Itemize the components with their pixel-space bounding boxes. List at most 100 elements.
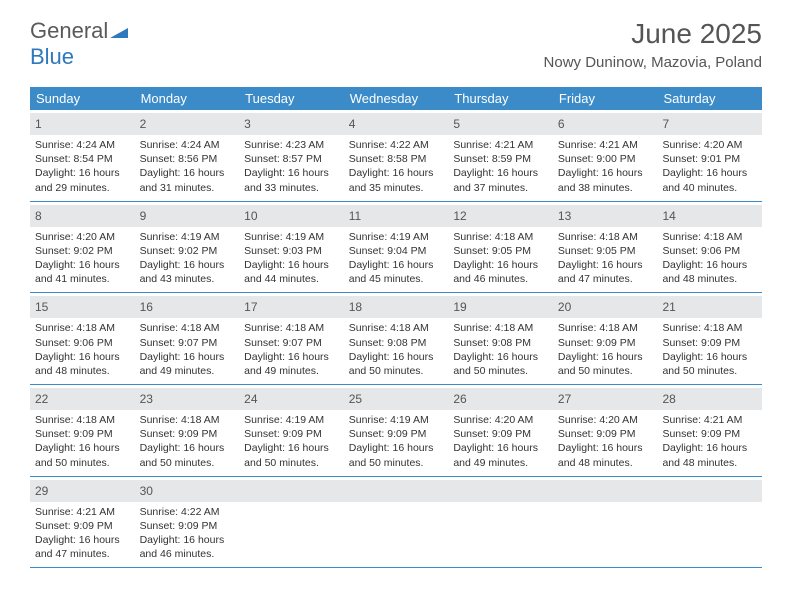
day-info-line: and 29 minutes. xyxy=(35,181,130,195)
day-cell: 24Sunrise: 4:19 AMSunset: 9:09 PMDayligh… xyxy=(239,385,344,476)
day-info-line: Sunrise: 4:18 AM xyxy=(558,230,653,244)
header: General Blue June 2025 Nowy Duninow, Maz… xyxy=(0,0,792,79)
day-number-row: 28 xyxy=(657,388,762,410)
day-info-line: Sunrise: 4:20 AM xyxy=(35,230,130,244)
day-number-row: 30 xyxy=(135,480,240,502)
day-info-line: Sunrise: 4:19 AM xyxy=(349,230,444,244)
day-number: 24 xyxy=(244,392,257,406)
day-cell: 9Sunrise: 4:19 AMSunset: 9:02 PMDaylight… xyxy=(135,202,240,293)
day-cell: 18Sunrise: 4:18 AMSunset: 9:08 PMDayligh… xyxy=(344,293,449,384)
day-info-line: and 50 minutes. xyxy=(140,456,235,470)
day-cell xyxy=(448,477,553,568)
day-info-line: Daylight: 16 hours xyxy=(244,166,339,180)
month-title: June 2025 xyxy=(544,18,762,50)
day-number-row: 8 xyxy=(30,205,135,227)
day-number: 9 xyxy=(140,209,147,223)
day-info-line: Sunrise: 4:18 AM xyxy=(453,230,548,244)
day-number: 29 xyxy=(35,484,48,498)
day-info-line: Daylight: 16 hours xyxy=(453,258,548,272)
day-number: 6 xyxy=(558,117,565,131)
day-info-line: Sunrise: 4:22 AM xyxy=(349,138,444,152)
day-info-line: Sunrise: 4:18 AM xyxy=(453,321,548,335)
day-info-line: Daylight: 16 hours xyxy=(558,350,653,364)
day-info-line: Sunrise: 4:18 AM xyxy=(349,321,444,335)
day-info-line: Sunrise: 4:18 AM xyxy=(558,321,653,335)
day-info-line: Sunset: 8:56 PM xyxy=(140,152,235,166)
day-info-line: and 44 minutes. xyxy=(244,272,339,286)
day-cell: 15Sunrise: 4:18 AMSunset: 9:06 PMDayligh… xyxy=(30,293,135,384)
day-info-line: and 47 minutes. xyxy=(558,272,653,286)
day-number-row: 16 xyxy=(135,296,240,318)
day-info-line: Sunset: 9:09 PM xyxy=(453,427,548,441)
day-info-line: Sunrise: 4:18 AM xyxy=(140,321,235,335)
day-cell: 2Sunrise: 4:24 AMSunset: 8:56 PMDaylight… xyxy=(135,110,240,201)
day-number: 11 xyxy=(349,209,361,223)
day-info-line: Sunset: 9:07 PM xyxy=(244,336,339,350)
day-number: 5 xyxy=(453,117,460,131)
day-cell: 26Sunrise: 4:20 AMSunset: 9:09 PMDayligh… xyxy=(448,385,553,476)
day-info-line: Sunset: 9:04 PM xyxy=(349,244,444,258)
day-number-row: 25 xyxy=(344,388,449,410)
location-text: Nowy Duninow, Mazovia, Poland xyxy=(544,54,762,71)
day-cell: 19Sunrise: 4:18 AMSunset: 9:08 PMDayligh… xyxy=(448,293,553,384)
day-info-line: and 48 minutes. xyxy=(662,272,757,286)
dow-monday: Monday xyxy=(135,87,240,110)
day-info-line: and 43 minutes. xyxy=(140,272,235,286)
day-info-line: Sunset: 9:09 PM xyxy=(558,336,653,350)
day-info-line: Daylight: 16 hours xyxy=(140,533,235,547)
day-info-line: Sunset: 9:05 PM xyxy=(453,244,548,258)
day-number: 23 xyxy=(140,392,153,406)
dow-wednesday: Wednesday xyxy=(344,87,449,110)
day-info-line: and 50 minutes. xyxy=(453,364,548,378)
day-cell: 16Sunrise: 4:18 AMSunset: 9:07 PMDayligh… xyxy=(135,293,240,384)
day-number: 7 xyxy=(662,117,669,131)
day-info-line: Daylight: 16 hours xyxy=(140,350,235,364)
day-info-line: Daylight: 16 hours xyxy=(140,166,235,180)
day-cell: 12Sunrise: 4:18 AMSunset: 9:05 PMDayligh… xyxy=(448,202,553,293)
day-info-line: and 48 minutes. xyxy=(558,456,653,470)
day-info-line: Sunrise: 4:18 AM xyxy=(35,413,130,427)
day-number: 18 xyxy=(349,300,362,314)
day-info-line: and 49 minutes. xyxy=(453,456,548,470)
day-info-line: Daylight: 16 hours xyxy=(349,441,444,455)
day-info-line: Sunrise: 4:24 AM xyxy=(35,138,130,152)
title-block: June 2025 Nowy Duninow, Mazovia, Poland xyxy=(544,18,762,71)
day-info-line: Daylight: 16 hours xyxy=(35,533,130,547)
day-cell: 30 Sunrise: 4:22 AMSunset: 9:09 PMDayligh… xyxy=(135,477,240,568)
logo-triangle-icon xyxy=(110,24,128,43)
logo-part2: Blue xyxy=(30,44,74,69)
day-info-line: Sunset: 9:09 PM xyxy=(35,519,130,533)
day-number-row: 2 xyxy=(135,113,240,135)
day-info-line: Sunrise: 4:22 AM xyxy=(140,505,235,519)
day-cell: 1Sunrise: 4:24 AMSunset: 8:54 PMDaylight… xyxy=(30,110,135,201)
day-info-line: Daylight: 16 hours xyxy=(244,350,339,364)
day-info-line: and 48 minutes. xyxy=(35,364,130,378)
day-number-row: 19 xyxy=(448,296,553,318)
day-number: 22 xyxy=(35,392,48,406)
weeks-container: 1Sunrise: 4:24 AMSunset: 8:54 PMDaylight… xyxy=(30,110,762,568)
day-info-line: Sunset: 9:09 PM xyxy=(349,427,444,441)
day-info-line: Sunset: 9:09 PM xyxy=(244,427,339,441)
day-info-line: Sunrise: 4:20 AM xyxy=(662,138,757,152)
day-info-line: Sunset: 9:09 PM xyxy=(558,427,653,441)
day-cell: 22Sunrise: 4:18 AMSunset: 9:09 PMDayligh… xyxy=(30,385,135,476)
day-cell: 28Sunrise: 4:21 AMSunset: 9:09 PMDayligh… xyxy=(657,385,762,476)
day-number: 19 xyxy=(453,300,466,314)
day-info-line: Sunrise: 4:18 AM xyxy=(244,321,339,335)
day-number: 8 xyxy=(35,209,42,223)
day-info-line: and 45 minutes. xyxy=(349,272,444,286)
day-info-line: Sunset: 9:09 PM xyxy=(140,519,235,533)
dow-sunday: Sunday xyxy=(30,87,135,110)
day-info-line: Sunrise: 4:18 AM xyxy=(662,230,757,244)
day-number-row: 17 xyxy=(239,296,344,318)
day-info-line: Sunrise: 4:19 AM xyxy=(349,413,444,427)
day-cell: 27Sunrise: 4:20 AMSunset: 9:09 PMDayligh… xyxy=(553,385,658,476)
day-info-line: Sunrise: 4:19 AM xyxy=(244,230,339,244)
day-number-row xyxy=(239,480,344,502)
day-number: 15 xyxy=(35,300,48,314)
day-cell: 23Sunrise: 4:18 AMSunset: 9:09 PMDayligh… xyxy=(135,385,240,476)
day-info-line: Daylight: 16 hours xyxy=(453,166,548,180)
day-number-row xyxy=(448,480,553,502)
day-cell: 8Sunrise: 4:20 AMSunset: 9:02 PMDaylight… xyxy=(30,202,135,293)
day-info-line: Daylight: 16 hours xyxy=(558,441,653,455)
